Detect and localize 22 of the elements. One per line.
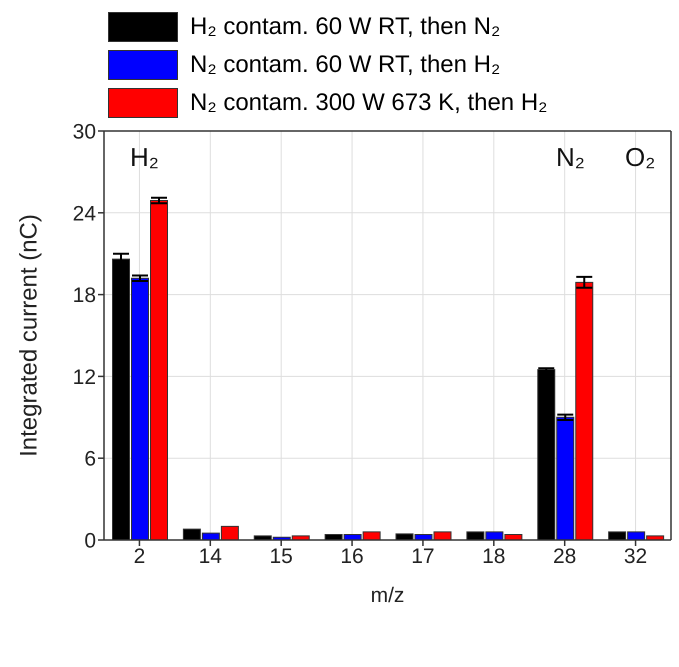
legend-label: H₂ contam. 60 W RT, then N₂	[190, 13, 500, 41]
y-tick-label: 12	[72, 366, 96, 389]
x-tick-label: 2	[134, 544, 146, 568]
y-tick-label: 18	[72, 284, 96, 308]
y-tick-label: 24	[72, 202, 96, 226]
y-tick-label: 30	[72, 120, 96, 144]
x-tick-label: 17	[411, 544, 435, 568]
legend-label: N₂ contam. 300 W 673 K, then H₂	[190, 89, 548, 117]
x-tick-label: 16	[340, 544, 364, 568]
x-tick-label: 18	[482, 544, 506, 568]
annotation: O₂	[625, 142, 656, 173]
x-tick-label: 14	[198, 544, 222, 568]
x-tick-label: 32	[624, 544, 648, 568]
y-axis-title: Integrated current (nC)	[16, 214, 43, 457]
y-tick-label: 6	[84, 448, 96, 471]
y-tick-label: 0	[84, 529, 96, 552]
annotation: N₂	[556, 142, 585, 173]
annotation: H₂	[130, 142, 159, 173]
x-tick-label: 15	[270, 544, 293, 568]
x-tick-label: 28	[553, 544, 576, 568]
x-axis-title: m/z	[370, 584, 404, 607]
legend-label: N₂ contam. 60 W RT, then H₂	[190, 51, 500, 79]
